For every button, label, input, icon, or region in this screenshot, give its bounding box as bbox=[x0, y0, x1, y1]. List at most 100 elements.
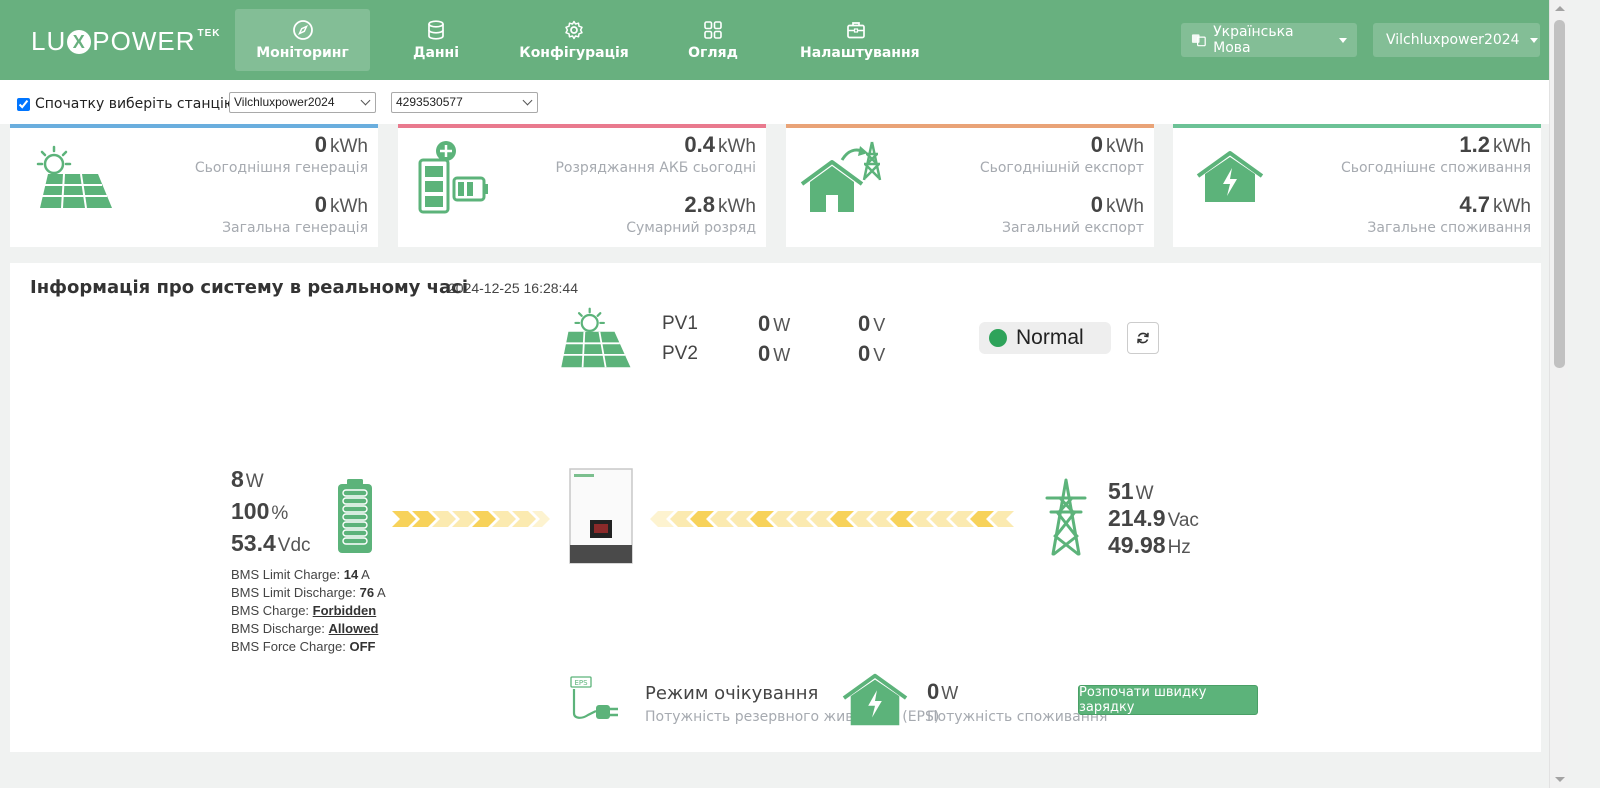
grid-tower-icon bbox=[1045, 478, 1087, 556]
flow-chevron-right-icon bbox=[392, 511, 416, 527]
flow-chevron-right-icon bbox=[412, 511, 436, 527]
discharge-total-value: 2.8 kWh bbox=[684, 192, 756, 217]
card-battery-discharge: 0.4 kWh Розряджання АКБ сьогодні 2.8 kWh С… bbox=[398, 124, 766, 247]
flow-chevron-left-icon bbox=[950, 511, 974, 527]
language-label: Українська Мова bbox=[1213, 24, 1294, 56]
flow-chevron-left-icon bbox=[690, 511, 714, 527]
quick-charge-button[interactable]: Розпочати швидку зарядку bbox=[1078, 685, 1258, 715]
realtime-title: Інформація про систему в реальному часі bbox=[30, 277, 469, 298]
card-export: 0 kWh Сьогоднішній експорт 0 kWh Загальний… bbox=[786, 124, 1154, 247]
generation-today-label: Сьогоднішня генерація bbox=[194, 160, 368, 176]
station-checkbox[interactable] bbox=[17, 97, 30, 111]
logo-sup: TEK bbox=[197, 28, 221, 39]
flow-chevron-left-icon bbox=[790, 511, 814, 527]
nav-configuration[interactable]: Конфігурація bbox=[518, 9, 630, 71]
station-select[interactable]: Vilchluxpower2024 bbox=[229, 92, 376, 113]
page-scrollbar[interactable] bbox=[1549, 0, 1568, 788]
house-consumption-icon bbox=[842, 673, 908, 726]
language-dropdown[interactable]: Українська Мова bbox=[1181, 23, 1357, 57]
flow-chevron-right-icon bbox=[452, 511, 476, 527]
nav-monitoring[interactable]: Моніторинг bbox=[235, 9, 370, 71]
bms-charge: BMS Charge: Forbidden bbox=[231, 603, 377, 618]
caret-down-icon bbox=[1529, 37, 1538, 43]
discharge-today-value: 0.4 kWh bbox=[684, 132, 756, 157]
realtime-panel bbox=[10, 263, 1541, 752]
pv1-row: PV1 bbox=[662, 313, 698, 335]
station-select-value: Vilchluxpower2024 bbox=[234, 95, 335, 109]
consumption-today-value: 1.2 kWh bbox=[1459, 132, 1531, 157]
pv2-name: PV2 bbox=[662, 343, 698, 364]
flow-chevron-left-icon bbox=[930, 511, 954, 527]
nav-label: Конфігурація bbox=[519, 45, 629, 61]
briefcase-icon bbox=[847, 22, 865, 39]
scroll-thumb[interactable] bbox=[1554, 20, 1565, 368]
flow-chevron-right-icon bbox=[512, 511, 536, 527]
eps-badge-text: EPS bbox=[575, 679, 589, 687]
inverter-icon bbox=[569, 468, 633, 564]
consumption-today-label: Сьогоднішнє споживання bbox=[1340, 160, 1531, 176]
nav-overview[interactable]: Огляд bbox=[672, 9, 754, 71]
username-label: Vilchluxpower2024 bbox=[1386, 32, 1520, 48]
flow-chevron-left-icon bbox=[810, 511, 834, 527]
battery-flow-arrows bbox=[392, 511, 550, 527]
nav-label: Моніторинг bbox=[256, 45, 349, 61]
house-export-icon bbox=[800, 141, 882, 212]
battery-charge-icon bbox=[418, 141, 488, 214]
refresh-icon bbox=[1137, 332, 1149, 344]
eps-mode-text: Режим очікування bbox=[645, 683, 819, 704]
caret-down-icon bbox=[1339, 37, 1347, 43]
nav-settings[interactable]: Налаштування bbox=[800, 9, 920, 71]
export-today-value: 0 kWh bbox=[1090, 132, 1144, 157]
chevron-down-icon bbox=[360, 95, 371, 106]
logo-x: X bbox=[67, 29, 92, 54]
serial-select-value: 4293530577 bbox=[396, 95, 463, 109]
export-today-label: Сьогоднішній експорт bbox=[979, 160, 1144, 176]
eps-plug-icon: EPS bbox=[570, 676, 618, 719]
realtime-timestamp: 2024-12-25 16:28:44 bbox=[448, 280, 578, 296]
generation-total-value: 0 kWh bbox=[314, 192, 368, 217]
flow-chevron-right-icon bbox=[472, 511, 496, 527]
flow-chevron-left-icon bbox=[770, 511, 794, 527]
discharge-today-label: Розряджання АКБ сьогодні bbox=[555, 160, 756, 176]
status-badge: Normal bbox=[979, 322, 1111, 354]
grid-frequency: 49.98 Hz bbox=[1108, 532, 1191, 558]
station-filter-checkbox[interactable]: Спочатку виберіть станцію bbox=[17, 96, 236, 112]
grid-icon bbox=[704, 21, 722, 39]
bms-limit-charge: BMS Limit Charge: 14 A bbox=[231, 567, 370, 582]
card-accent-line bbox=[398, 124, 766, 128]
card-accent-line bbox=[1173, 124, 1541, 128]
flow-chevron-left-icon bbox=[890, 511, 914, 527]
serial-select[interactable]: 4293530577 bbox=[391, 92, 538, 113]
scroll-down-arrow-icon[interactable] bbox=[1555, 777, 1565, 782]
scroll-up-arrow-icon[interactable] bbox=[1555, 6, 1565, 11]
bms-force-charge: BMS Force Charge: OFF bbox=[231, 639, 376, 654]
station-checkbox-label: Спочатку виберіть станцію bbox=[35, 96, 236, 112]
bms-discharge: BMS Discharge: Allowed bbox=[231, 621, 379, 636]
card-generation: 0 kWh Сьогоднішня генерація 0 kWh Загальна… bbox=[10, 124, 378, 247]
compass-icon bbox=[292, 20, 313, 40]
consumption-total-value: 4.7 kWh bbox=[1459, 192, 1531, 217]
card-consumption: 1.2 kWh Сьогоднішнє споживання 4.7 kWh Заг… bbox=[1173, 124, 1541, 247]
grid-voltage: 214.9 Vac bbox=[1108, 505, 1199, 531]
logo-text-a: LU bbox=[31, 26, 67, 56]
flow-chevron-left-icon bbox=[830, 511, 854, 527]
user-dropdown[interactable]: Vilchluxpower2024 bbox=[1373, 23, 1540, 57]
flow-chevron-left-icon bbox=[710, 511, 734, 527]
card-accent-line bbox=[786, 124, 1154, 128]
consumption-power-label: Потужність споживання bbox=[927, 709, 1108, 725]
database-icon bbox=[428, 20, 444, 40]
flow-chevron-left-icon bbox=[870, 511, 894, 527]
export-total-value: 0 kWh bbox=[1090, 192, 1144, 217]
luxpower-logo[interactable]: LU X POWER TEK bbox=[31, 26, 220, 57]
pv2-row: PV2 bbox=[662, 343, 698, 365]
nav-data[interactable]: Данні bbox=[390, 9, 482, 71]
flow-chevron-left-icon bbox=[670, 511, 694, 527]
pv1-name: PV1 bbox=[662, 313, 698, 334]
refresh-button[interactable] bbox=[1127, 322, 1159, 354]
flow-chevron-left-icon bbox=[970, 511, 994, 527]
logo-text-b: POWER bbox=[92, 26, 196, 56]
